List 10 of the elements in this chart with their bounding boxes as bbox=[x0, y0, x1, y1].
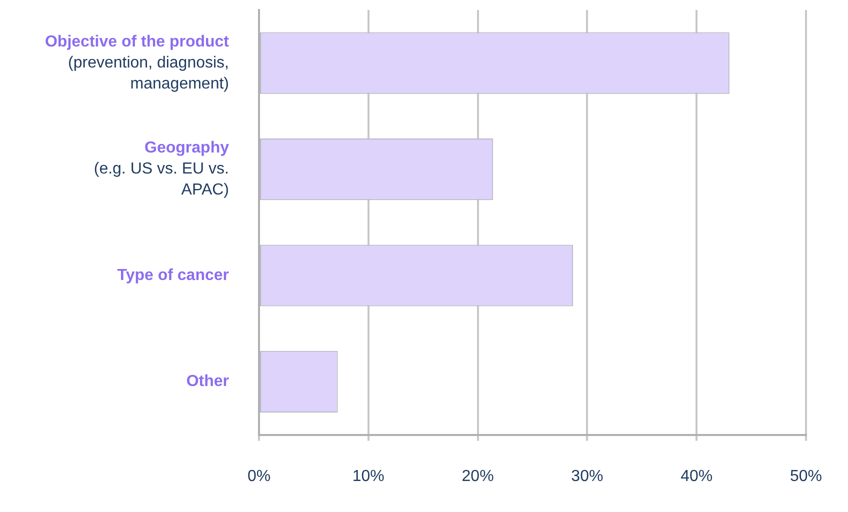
x-tick-label: 20% bbox=[462, 468, 494, 485]
y-tick-label: Objective of the product (prevention, diagnosis, management) bbox=[44, 34, 230, 93]
x-tick-label: 40% bbox=[680, 468, 713, 485]
x-tick-label: 10% bbox=[352, 468, 384, 485]
x-tick-label: 30% bbox=[571, 468, 604, 485]
x-tick-label: 50% bbox=[790, 468, 822, 485]
y-tick-label: Other bbox=[186, 373, 229, 390]
x-tick-label: 0% bbox=[247, 468, 271, 485]
y-tick-label: Type of cancer bbox=[117, 266, 229, 284]
y-tick-label: Geography (e.g. US vs. EU vs. APAC) bbox=[94, 140, 230, 199]
